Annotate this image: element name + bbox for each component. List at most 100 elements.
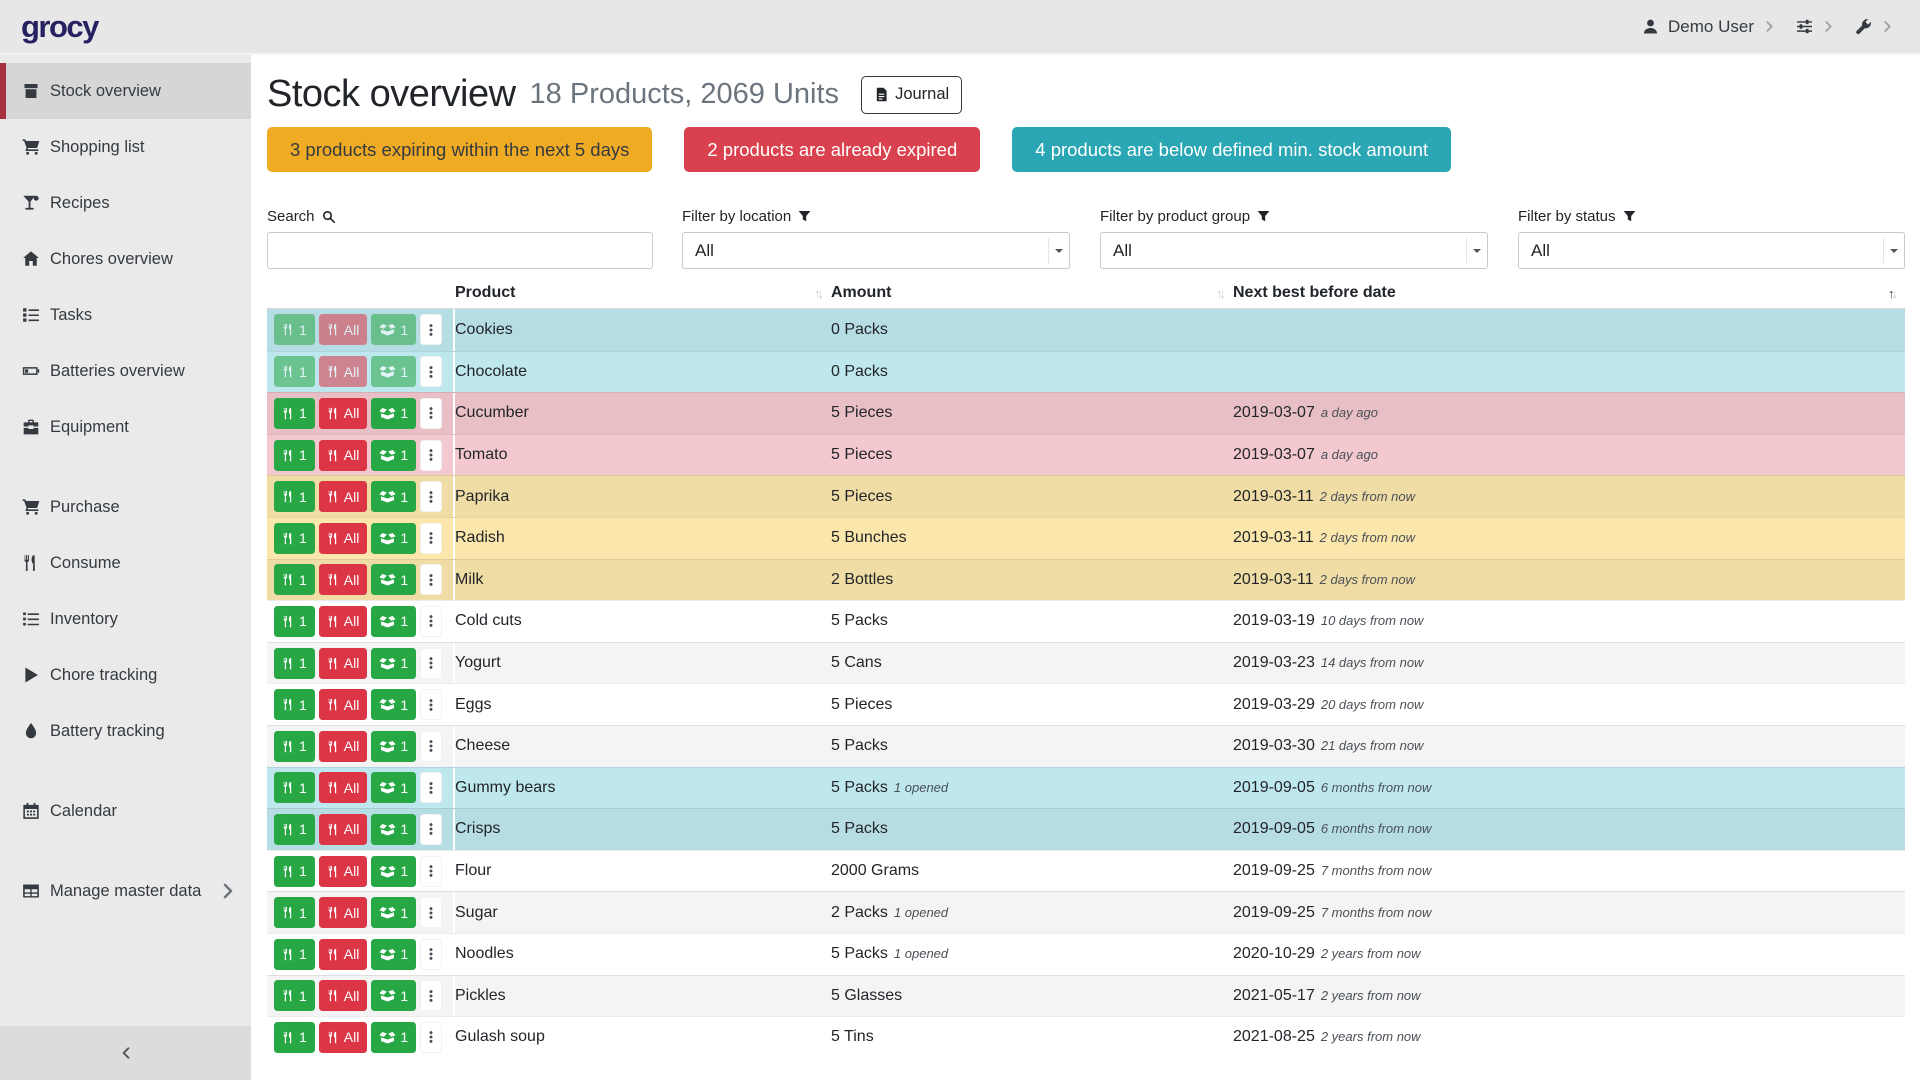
consume-all-button[interactable]: All	[319, 648, 368, 679]
sidebar-item-recipes[interactable]: Recipes	[0, 175, 251, 231]
open-one-button[interactable]: 1	[371, 939, 416, 970]
consume-all-button[interactable]: All	[319, 398, 368, 429]
open-one-button[interactable]: 1	[371, 440, 416, 471]
consume-all-button[interactable]: All	[319, 606, 368, 637]
open-one-button[interactable]: 1	[371, 814, 416, 845]
open-one-button[interactable]: 1	[371, 772, 416, 803]
open-one-button[interactable]: 1	[371, 1022, 416, 1053]
open-one-button[interactable]: 1	[371, 689, 416, 720]
open-one-button[interactable]: 1	[371, 980, 416, 1011]
alert-expired[interactable]: 2 products are already expired	[684, 127, 980, 172]
consume-all-button[interactable]: All	[319, 689, 368, 720]
consume-all-button[interactable]: All	[319, 1022, 368, 1053]
consume-all-button[interactable]: All	[319, 939, 368, 970]
consume-one-button[interactable]: 1	[274, 689, 315, 720]
column-product[interactable]: Product ↑↓	[455, 278, 831, 308]
consume-all-button[interactable]: All	[319, 314, 368, 345]
row-menu-button[interactable]	[420, 648, 442, 679]
consume-one-button[interactable]: 1	[274, 314, 315, 345]
row-menu-button[interactable]	[420, 481, 442, 512]
open-one-button[interactable]: 1	[371, 648, 416, 679]
journal-button[interactable]: Journal	[861, 76, 962, 114]
row-menu-button[interactable]	[420, 606, 442, 637]
app-logo[interactable]: grocy	[21, 9, 98, 45]
open-one-button[interactable]: 1	[371, 314, 416, 345]
sidebar-item-batteries-overview[interactable]: Batteries overview	[0, 343, 251, 399]
status-select[interactable]: All	[1518, 232, 1905, 269]
open-one-button[interactable]: 1	[371, 731, 416, 762]
open-one-button[interactable]: 1	[371, 564, 416, 595]
consume-all-button[interactable]: All	[319, 856, 368, 887]
consume-one-button[interactable]: 1	[274, 980, 315, 1011]
user-menu[interactable]: Demo User	[1642, 17, 1776, 37]
row-menu-button[interactable]	[420, 523, 442, 554]
sort-icon[interactable]: ↑↓	[1216, 286, 1233, 301]
row-menu-button[interactable]	[420, 856, 442, 887]
consume-one-button[interactable]: 1	[274, 564, 315, 595]
sidebar-item-chores-overview[interactable]: Chores overview	[0, 231, 251, 287]
consume-all-button[interactable]: All	[319, 356, 368, 387]
alert-below-min-stock[interactable]: 4 products are below defined min. stock …	[1012, 127, 1451, 172]
row-menu-button[interactable]	[420, 440, 442, 471]
row-menu-button[interactable]	[420, 814, 442, 845]
sidebar-item-consume[interactable]: Consume	[0, 535, 251, 591]
sidebar-item-purchase[interactable]: Purchase	[0, 479, 251, 535]
consume-one-button[interactable]: 1	[274, 856, 315, 887]
open-one-button[interactable]: 1	[371, 356, 416, 387]
consume-all-button[interactable]: All	[319, 772, 368, 803]
consume-all-button[interactable]: All	[319, 564, 368, 595]
sidebar-item-manage-master-data[interactable]: Manage master data	[0, 863, 251, 919]
search-input[interactable]	[267, 232, 653, 269]
sidebar-item-chore-tracking[interactable]: Chore tracking	[0, 647, 251, 703]
row-menu-button[interactable]	[420, 689, 442, 720]
consume-all-button[interactable]: All	[319, 980, 368, 1011]
sort-icon[interactable]: ↑↓	[814, 286, 831, 301]
sidebar-collapse-button[interactable]	[0, 1026, 251, 1080]
location-select[interactable]: All	[682, 232, 1070, 269]
consume-one-button[interactable]: 1	[274, 356, 315, 387]
consume-one-button[interactable]: 1	[274, 731, 315, 762]
row-menu-button[interactable]	[420, 731, 442, 762]
row-menu-button[interactable]	[420, 980, 442, 1011]
consume-all-button[interactable]: All	[319, 481, 368, 512]
consume-one-button[interactable]: 1	[274, 772, 315, 803]
consume-one-button[interactable]: 1	[274, 1022, 315, 1053]
alert-expiring-soon[interactable]: 3 products expiring within the next 5 da…	[267, 127, 652, 172]
consume-all-button[interactable]: All	[319, 731, 368, 762]
consume-all-button[interactable]: All	[319, 897, 368, 928]
consume-all-button[interactable]: All	[319, 814, 368, 845]
open-one-button[interactable]: 1	[371, 856, 416, 887]
sidebar-item-stock-overview[interactable]: Stock overview	[0, 63, 251, 119]
consume-one-button[interactable]: 1	[274, 648, 315, 679]
open-one-button[interactable]: 1	[371, 481, 416, 512]
admin-tools-menu[interactable]	[1855, 18, 1894, 35]
open-one-button[interactable]: 1	[371, 897, 416, 928]
sidebar-item-tasks[interactable]: Tasks	[0, 287, 251, 343]
consume-all-button[interactable]: All	[319, 440, 368, 471]
consume-one-button[interactable]: 1	[274, 440, 315, 471]
product-group-select[interactable]: All	[1100, 232, 1488, 269]
consume-one-button[interactable]: 1	[274, 481, 315, 512]
row-menu-button[interactable]	[420, 356, 442, 387]
row-menu-button[interactable]	[420, 398, 442, 429]
consume-one-button[interactable]: 1	[274, 523, 315, 554]
consume-all-button[interactable]: All	[319, 523, 368, 554]
sidebar-item-inventory[interactable]: Inventory	[0, 591, 251, 647]
open-one-button[interactable]: 1	[371, 398, 416, 429]
row-menu-button[interactable]	[420, 897, 442, 928]
column-next-best-before-date[interactable]: Next best before date ↑↓	[1233, 278, 1905, 308]
open-one-button[interactable]: 1	[371, 606, 416, 637]
sort-icon-active-asc[interactable]: ↑↓	[1888, 286, 1905, 301]
sidebar-item-battery-tracking[interactable]: Battery tracking	[0, 703, 251, 759]
row-menu-button[interactable]	[420, 1022, 442, 1053]
row-menu-button[interactable]	[420, 564, 442, 595]
sidebar-item-calendar[interactable]: Calendar	[0, 783, 251, 839]
consume-one-button[interactable]: 1	[274, 606, 315, 637]
row-menu-button[interactable]	[420, 939, 442, 970]
consume-one-button[interactable]: 1	[274, 939, 315, 970]
row-menu-button[interactable]	[420, 314, 442, 345]
sidebar-item-shopping-list[interactable]: Shopping list	[0, 119, 251, 175]
sidebar-item-equipment[interactable]: Equipment	[0, 399, 251, 455]
open-one-button[interactable]: 1	[371, 523, 416, 554]
consume-one-button[interactable]: 1	[274, 814, 315, 845]
